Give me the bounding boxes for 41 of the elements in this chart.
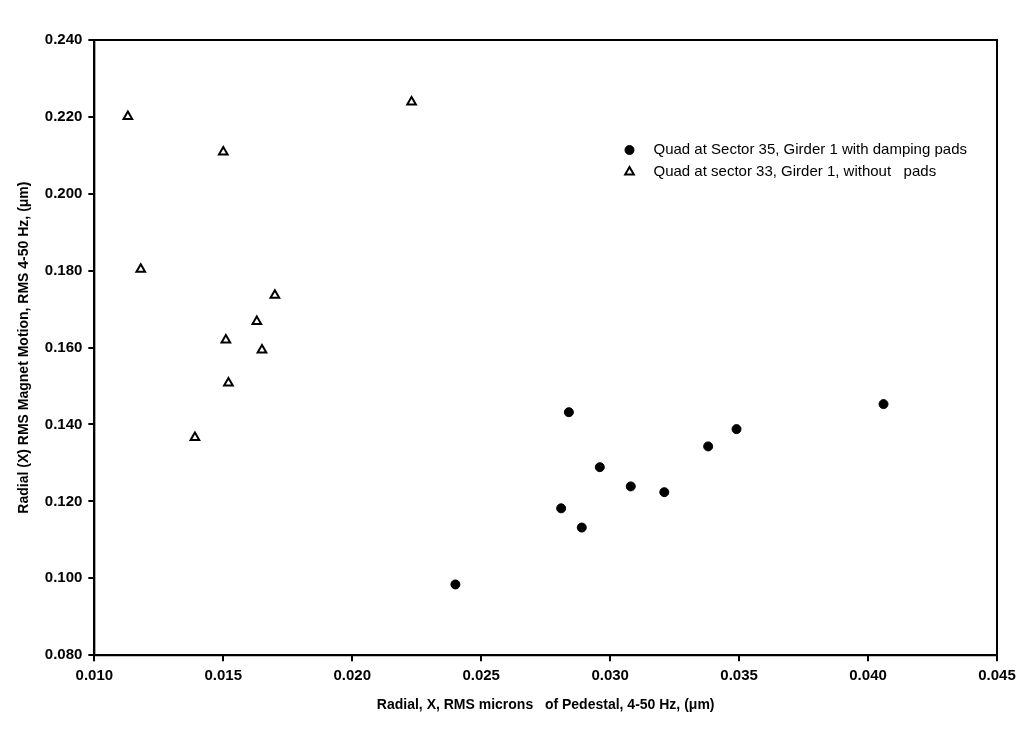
point <box>731 424 742 435</box>
x-tick-label: 0.045 <box>978 666 1016 684</box>
x-axis-title: Radial, X, RMS microns of Pedestal, 4-50 Hz, (μm) <box>376 696 715 713</box>
point <box>220 333 232 344</box>
y-tick-label: 0.140 <box>44 414 83 432</box>
point <box>703 441 714 452</box>
y-tick-label: 0.160 <box>44 337 83 355</box>
point <box>135 263 147 273</box>
x-tick-label: 0.020 <box>333 666 372 684</box>
y-tick-label: 0.100 <box>44 568 83 586</box>
point <box>189 431 201 442</box>
point <box>251 315 263 325</box>
y-tick-label: 0.120 <box>44 491 83 509</box>
y-tick-label: 0.080 <box>44 645 83 663</box>
point <box>269 289 281 299</box>
y-tick-label: 0.180 <box>44 260 83 278</box>
point <box>878 399 889 410</box>
y-tick-label: 0.240 <box>44 30 83 48</box>
x-tick-label: 0.025 <box>462 666 500 684</box>
point <box>256 343 268 354</box>
legend-label: Quad at sector 33, Girder 1, without pads <box>653 162 937 180</box>
x-tick-label: 0.030 <box>591 666 629 684</box>
y-tick-label: 0.200 <box>44 183 83 201</box>
x-tick-label: 0.035 <box>720 666 758 684</box>
x-tick-label: 0.040 <box>849 666 887 684</box>
point <box>223 376 234 387</box>
point <box>122 110 134 121</box>
x-tick-label: 0.010 <box>75 666 114 684</box>
point <box>450 579 461 590</box>
point <box>659 487 670 498</box>
point <box>556 503 567 514</box>
point <box>217 145 229 156</box>
point <box>576 522 587 533</box>
point <box>563 407 574 418</box>
point <box>406 95 417 106</box>
point <box>594 462 605 473</box>
y-tick-label: 0.220 <box>44 107 83 125</box>
legend-label: Quad at Sector 35, Girder 1 with damping pads <box>653 140 968 158</box>
x-tick-label: 0.015 <box>204 666 243 684</box>
point <box>625 481 636 492</box>
y-axis-title: Radial (X) RMS Magnet Motion, RMS 4-50 Hz, (μm) <box>15 181 32 514</box>
